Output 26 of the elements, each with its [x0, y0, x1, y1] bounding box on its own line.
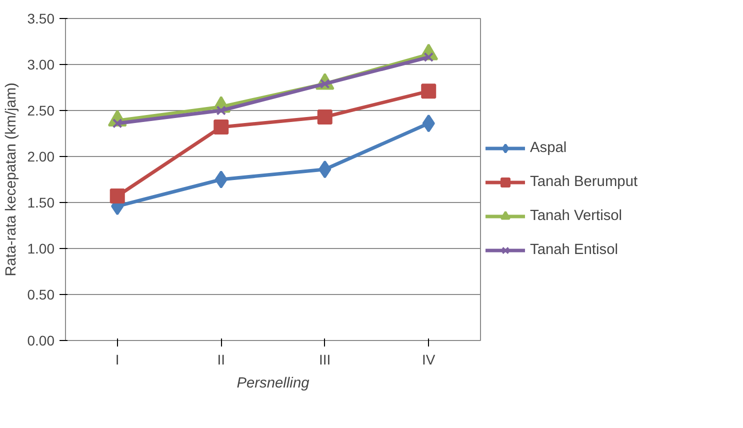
y-tick-label: 3.50 — [27, 10, 55, 26]
x-tick-label: II — [217, 352, 226, 368]
point — [318, 160, 332, 178]
x-tick-label: III — [319, 352, 331, 368]
y-tick-label: 3.00 — [27, 56, 55, 72]
x-tick-label: IV — [422, 352, 436, 368]
x-tick-label: I — [115, 352, 120, 368]
point — [110, 188, 125, 204]
y-axis-title: Rata-rata kecepatan (km/jam) — [3, 82, 20, 276]
y-tick-label: 0.50 — [27, 286, 55, 302]
legend-label: Tanah Berumput — [530, 174, 638, 190]
legend-label: Tanah Vertisol — [530, 208, 622, 224]
point — [421, 84, 436, 99]
y-tick-label: 1.00 — [27, 240, 55, 256]
point — [216, 106, 226, 116]
y-tick-label: 2.00 — [27, 148, 55, 164]
point — [422, 114, 435, 132]
point — [317, 109, 332, 124]
x-axis-title: Persnelling — [236, 376, 310, 392]
point — [214, 170, 228, 188]
y-tick-label: 0.00 — [27, 332, 55, 348]
point — [214, 120, 229, 135]
legend-label: Aspal — [530, 140, 567, 156]
y-tick-label: 1.50 — [27, 194, 55, 210]
legend-label: Tanah Entisol — [530, 242, 618, 258]
y-tick-label: 2.50 — [27, 102, 55, 118]
